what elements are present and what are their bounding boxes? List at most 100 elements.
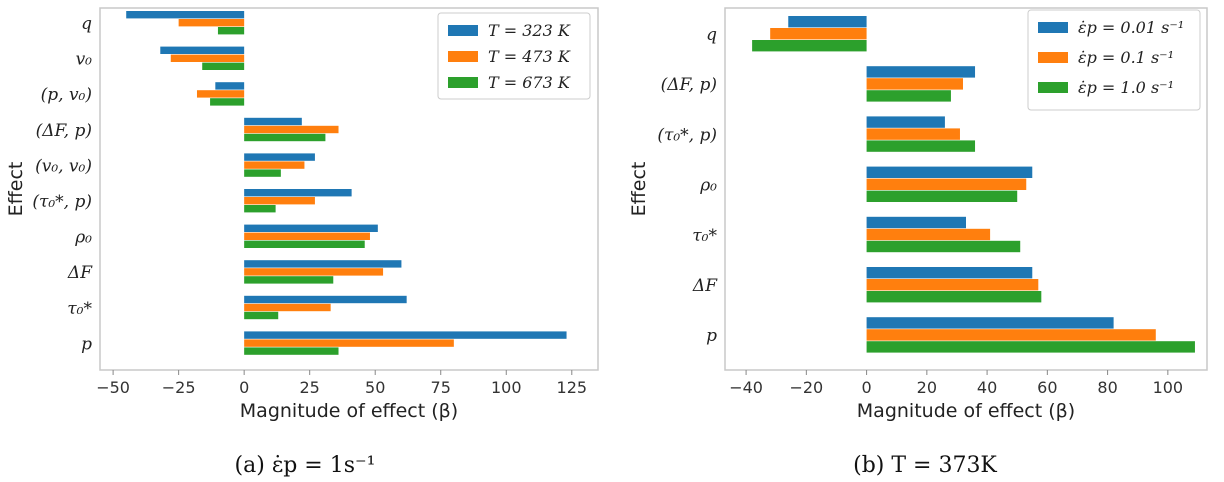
x-tick-label: 60 — [1037, 378, 1057, 397]
bar — [866, 78, 963, 90]
bar — [866, 66, 976, 78]
bar — [210, 98, 245, 106]
plot-frame — [99, 7, 599, 371]
x-tick-label: 100 — [1153, 378, 1184, 397]
bar — [866, 240, 1021, 253]
category-label: p — [81, 334, 92, 354]
x-tick-label: −50 — [96, 378, 130, 397]
category-label: v₀ — [76, 50, 93, 70]
bar — [244, 224, 378, 232]
x-tick-label: 100 — [491, 378, 522, 397]
legend-label: T = 673 K — [488, 73, 571, 92]
bar — [866, 267, 1033, 279]
x-tick-label: 50 — [365, 378, 385, 397]
bar — [866, 90, 951, 102]
category-label: τ₀* — [67, 299, 92, 319]
legend-label: ε̇p = 0.1 s⁻¹ — [1078, 48, 1174, 67]
x-tick-label: −20 — [789, 378, 823, 397]
bar — [866, 166, 1033, 178]
category-label: p — [706, 326, 717, 346]
legend-box — [1027, 9, 1201, 111]
bar — [752, 40, 867, 52]
y-axis-label: Effect — [628, 162, 650, 217]
category-label: (τ₀*, p) — [657, 125, 717, 145]
legend-swatch — [448, 25, 478, 36]
legend-label: ε̇p = 1.0 s⁻¹ — [1078, 78, 1174, 97]
bar — [244, 303, 331, 312]
x-tick-label: 20 — [917, 378, 937, 397]
legend-swatch — [448, 77, 478, 88]
bar — [866, 291, 1042, 303]
bar — [215, 82, 245, 90]
bar — [866, 341, 1195, 353]
bar — [244, 189, 352, 197]
bar — [244, 125, 339, 134]
bar — [244, 331, 567, 339]
category-label: q — [81, 14, 92, 34]
bar — [866, 279, 1039, 291]
bar — [866, 216, 966, 229]
bar — [866, 228, 991, 241]
bar — [202, 62, 245, 70]
bar — [770, 28, 867, 40]
x-tick-label: 25 — [300, 378, 320, 397]
chart-caption: (a) ε̇p = 1s⁻¹ — [235, 453, 376, 478]
chart-b: q (ΔF, p) (τ₀*, p) ρ₀ τ₀* ΔF p −40 −20 0 20 40 60 80 1… — [628, 7, 1208, 478]
chart-caption: (b) T = 373K — [853, 453, 997, 478]
legend: T = 323 K T = 473 K T = 673 K — [437, 12, 591, 100]
bar — [244, 268, 384, 276]
legend-label: ε̇p = 0.01 s⁻¹ — [1078, 18, 1184, 37]
bar — [178, 19, 245, 27]
bar — [866, 317, 1114, 329]
x-tick-label: 75 — [431, 378, 451, 397]
bar — [244, 260, 402, 268]
legend: ε̇p = 0.01 s⁻¹ ε̇p = 0.1 s⁻¹ ε̇p = 1.0 s⁻¹ — [1027, 9, 1201, 111]
bar — [244, 117, 302, 126]
chart-a: q v₀ (p, v₀) (ΔF, p) (v₀, v₀) (τ₀*, p) ρ₀ ΔF τ₀*… — [5, 7, 599, 478]
x-tick-label: 40 — [977, 378, 997, 397]
bar — [126, 11, 245, 19]
legend-swatch — [448, 51, 478, 62]
x-tick-label: 80 — [1097, 378, 1117, 397]
bar — [866, 116, 945, 128]
legend-label: T = 473 K — [488, 47, 571, 66]
bar — [244, 339, 454, 347]
bar — [170, 54, 245, 62]
bar — [866, 178, 1027, 190]
legend-label: T = 323 K — [488, 21, 571, 40]
bar — [244, 161, 305, 169]
bar — [244, 240, 365, 248]
legend-swatch — [1038, 82, 1068, 93]
bar — [866, 140, 976, 152]
bar — [866, 190, 1018, 202]
category-label: (ΔF, p) — [36, 121, 92, 141]
x-axis-label: Magnitude of effect (β) — [240, 400, 458, 422]
x-tick-label: −25 — [162, 378, 196, 397]
bar — [244, 169, 281, 177]
category-label: (ΔF, p) — [661, 75, 717, 95]
bar — [196, 90, 245, 98]
bar — [244, 311, 279, 320]
bar — [244, 205, 276, 213]
y-axis-label: Effect — [5, 162, 27, 217]
category-label: ΔF — [692, 276, 718, 296]
legend-swatch — [1038, 22, 1068, 33]
bar — [160, 46, 245, 54]
bar — [244, 347, 339, 355]
category-label: (p, v₀) — [41, 85, 92, 105]
legend-swatch — [1038, 52, 1068, 63]
bar — [788, 16, 867, 28]
category-label: τ₀* — [692, 226, 717, 246]
bar — [244, 276, 334, 284]
bar — [217, 27, 245, 35]
plot-frame — [724, 7, 1208, 371]
bar — [244, 197, 315, 205]
bar — [866, 329, 1156, 341]
x-axis-label: Magnitude of effect (β) — [857, 400, 1075, 422]
category-label: ρ₀ — [74, 228, 92, 248]
category-label: (τ₀*, p) — [32, 192, 92, 212]
x-tick-label: 125 — [557, 378, 588, 397]
x-tick-label: 0 — [239, 378, 249, 397]
category-label: (v₀, v₀) — [35, 156, 92, 176]
